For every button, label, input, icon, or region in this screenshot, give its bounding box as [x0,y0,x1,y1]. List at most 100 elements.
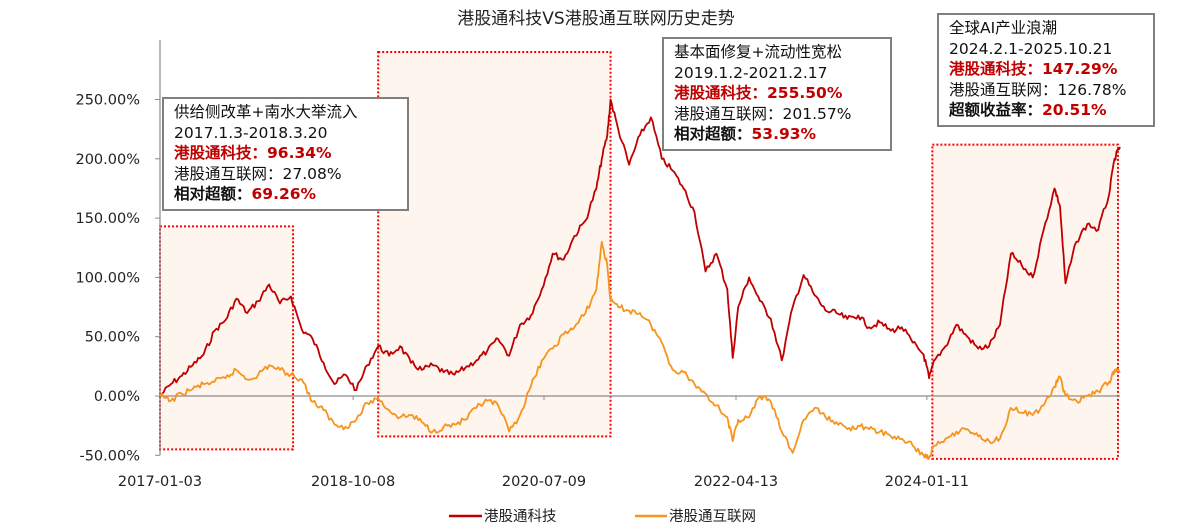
series-line-tech [159,98,1121,397]
data-point [770,318,771,319]
y-axis: 250.00% 200.00% 150.00% 100.00% 50.00% 0.00% -… [75,40,161,464]
data-point [214,330,215,331]
annotation-tech-value: 255.50% [767,84,843,102]
data-point [541,289,542,290]
data-point [192,365,193,366]
data-point [738,306,739,307]
x-tick-label: 2024-01-11 [885,474,969,490]
data-point [519,324,520,325]
data-point [454,374,455,375]
data-point [585,312,586,313]
data-point [301,329,302,330]
data-point [618,306,619,307]
data-point [727,289,728,290]
x-tick-label: 2022-04-13 [694,474,778,490]
data-point [694,212,695,213]
data-point [345,374,346,375]
data-point [607,265,608,266]
data-point [890,436,891,437]
highlight-regions [159,51,1120,460]
data-point [628,310,629,311]
data-point [1043,405,1044,406]
data-point [1114,369,1115,370]
data-point [443,426,444,427]
data-point [672,170,673,171]
data-point [836,421,837,422]
data-point [334,424,335,425]
data-point [879,431,880,432]
data-point [476,407,477,408]
data-point [378,346,379,347]
data-point [181,393,182,394]
data-point [770,401,771,402]
annotation-theme: 供给侧改革+南水大举流入 [174,103,358,121]
annotation-internet-row: 港股通互联网：27.08% [174,164,399,185]
data-point [519,414,520,415]
data-point [923,354,924,355]
data-point [683,372,684,373]
data-point [618,129,619,130]
data-point [1021,265,1022,266]
data-point [705,271,706,272]
data-point [1032,277,1033,278]
data-point [727,417,728,418]
data-point [967,429,968,430]
data-point [825,310,826,311]
data-point [847,318,848,319]
data-point [607,134,608,135]
data-point [312,338,313,339]
data-point [1076,400,1077,401]
data-point [585,220,586,221]
data-point [498,405,499,406]
annotation-excess-value: 69.26% [251,185,317,203]
data-point [650,324,651,325]
data-point [181,375,182,376]
data-point [487,400,488,401]
legend: 港股通科技 港股通互联网 [449,508,756,525]
data-point [258,301,259,302]
data-point [956,324,957,325]
y-tick-label: 250.00% [75,93,140,109]
data-point [1010,253,1011,254]
annotation-internet-value: 27.08% [282,164,342,183]
data-point [716,253,717,254]
annotation-internet-value: 126.78% [1057,80,1127,99]
data-point [596,188,597,189]
data-point [748,277,749,278]
annotation-tech-label: 港股通科技： [174,144,268,162]
annotation-excess-value: 20.51% [1042,101,1107,119]
annotation-period: 2024.2.1-2025.10.21 [949,39,1113,58]
annotation-tech-row: 港股通科技：96.34% [174,143,399,164]
data-point [923,455,924,456]
data-point [1010,407,1011,408]
data-point [268,365,269,366]
annotation-excess-value: 53.93% [751,125,817,143]
data-point [847,429,848,430]
data-point [290,374,291,375]
data-point [928,378,929,379]
legend-label-tech: 港股通科技 [484,508,557,525]
data-point [628,164,629,165]
y-tick-label: 200.00% [75,152,140,168]
data-point [1076,241,1077,242]
series-line-internet [159,240,1121,461]
data-point [421,369,422,370]
data-point [912,342,913,343]
data-point [290,296,291,297]
data-point [170,400,171,401]
data-point [988,346,989,347]
data-point [574,327,575,328]
data-point [928,457,929,458]
data-point [890,330,891,331]
annotation-internet-label: 港股通互联网： [174,164,283,183]
data-point [901,438,902,439]
data-point [596,289,597,290]
annotation-theme: 全球AI产业浪潮 [949,19,1058,37]
data-point [378,398,379,399]
data-point [563,259,564,260]
data-point [552,253,553,254]
data-point [432,431,433,432]
data-point [356,419,357,420]
data-point [705,393,706,394]
x-tick-label: 2020-07-09 [502,474,586,490]
